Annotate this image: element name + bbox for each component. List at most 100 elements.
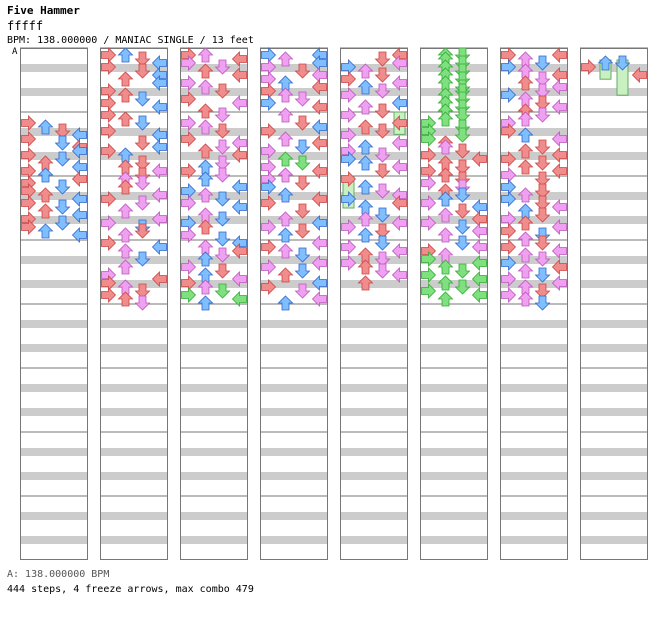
up-arrow: [294, 115, 311, 131]
left-arrow: [501, 191, 517, 207]
up-arrow: [374, 103, 391, 119]
left-arrow: [501, 271, 517, 287]
beat-band: [580, 512, 648, 520]
up-arrow: [294, 139, 311, 155]
down-arrow: [357, 259, 374, 275]
down-arrow: [517, 263, 534, 279]
beat-band: [20, 536, 88, 544]
down-arrow: [197, 119, 214, 135]
beat-band: [260, 88, 328, 96]
beat-band: [260, 472, 328, 480]
down-arrow: [277, 227, 294, 243]
chart-meta: BPM: 138.000000 / MANIAC SINGLE / 13 fee…: [7, 35, 254, 46]
down-arrow: [277, 243, 294, 259]
right-arrow: [231, 147, 247, 163]
beat-band: [340, 192, 408, 200]
left-arrow: [261, 123, 277, 139]
up-arrow: [374, 147, 391, 163]
up-arrow: [534, 267, 551, 283]
right-arrow: [551, 131, 567, 147]
up-arrow: [614, 55, 631, 71]
up-arrow: [214, 167, 231, 183]
up-arrow: [534, 139, 551, 155]
up-arrow: [54, 135, 71, 151]
beat-band: [180, 256, 248, 264]
beat-band: [500, 472, 568, 480]
right-arrow: [391, 95, 407, 111]
up-arrow: [214, 191, 231, 207]
up-arrow: [214, 123, 231, 139]
up-arrow: [454, 279, 471, 295]
left-arrow: [341, 191, 357, 207]
beat-band: [20, 448, 88, 456]
right-arrow: [151, 139, 167, 155]
right-arrow: [471, 239, 487, 255]
up-arrow: [134, 223, 151, 239]
beat-band: [260, 192, 328, 200]
beat-band: [500, 512, 568, 520]
up-arrow: [534, 95, 551, 111]
beat-band: [100, 512, 168, 520]
beat-band: [580, 192, 648, 200]
up-arrow: [534, 83, 551, 99]
beat-band: [500, 128, 568, 136]
down-arrow: [517, 127, 534, 143]
up-arrow: [134, 51, 151, 67]
beat-band: [420, 64, 488, 72]
right-arrow: [151, 187, 167, 203]
right-arrow: [71, 191, 87, 207]
beat-band: [100, 448, 168, 456]
beat-band: [260, 344, 328, 352]
beat-band: [180, 64, 248, 72]
beat-band: [100, 152, 168, 160]
beat-band: [260, 152, 328, 160]
beat-band: [580, 384, 648, 392]
beat-band: [340, 344, 408, 352]
left-arrow: [341, 127, 357, 143]
up-arrow: [534, 55, 551, 71]
left-arrow: [101, 143, 117, 159]
down-arrow: [37, 167, 54, 183]
right-arrow: [231, 179, 247, 195]
beat-band: [180, 408, 248, 416]
left-arrow: [261, 219, 277, 235]
beat-band: [20, 320, 88, 328]
right-arrow: [151, 99, 167, 115]
beat-band: [20, 408, 88, 416]
down-arrow: [357, 79, 374, 95]
beat-band: [20, 472, 88, 480]
left-arrow: [341, 171, 357, 187]
beat-band: [340, 472, 408, 480]
measure-column: [420, 47, 488, 560]
column-border: [180, 48, 248, 560]
up-arrow: [374, 163, 391, 179]
left-arrow: [21, 115, 37, 131]
up-arrow: [374, 67, 391, 83]
right-arrow: [391, 75, 407, 91]
right-arrow: [471, 271, 487, 287]
left-arrow: [181, 91, 197, 107]
right-arrow: [391, 267, 407, 283]
beat-band: [340, 384, 408, 392]
down-arrow: [197, 63, 214, 79]
beat-band: [260, 384, 328, 392]
beat-band: [420, 472, 488, 480]
down-arrow: [117, 71, 134, 87]
beat-band: [500, 88, 568, 96]
down-arrow: [517, 247, 534, 263]
right-arrow: [551, 259, 567, 275]
beat-band: [100, 344, 168, 352]
beat-band: [20, 216, 88, 224]
down-arrow: [117, 259, 134, 275]
left-arrow: [421, 147, 437, 163]
down-arrow: [437, 227, 454, 243]
left-arrow: [181, 195, 197, 211]
right-arrow: [391, 135, 407, 151]
down-arrow: [277, 87, 294, 103]
left-arrow: [261, 95, 277, 111]
right-arrow: [71, 227, 87, 243]
down-arrow: [197, 79, 214, 95]
beat-band: [260, 536, 328, 544]
beat-band: [20, 152, 88, 160]
beat-band: [260, 512, 328, 520]
